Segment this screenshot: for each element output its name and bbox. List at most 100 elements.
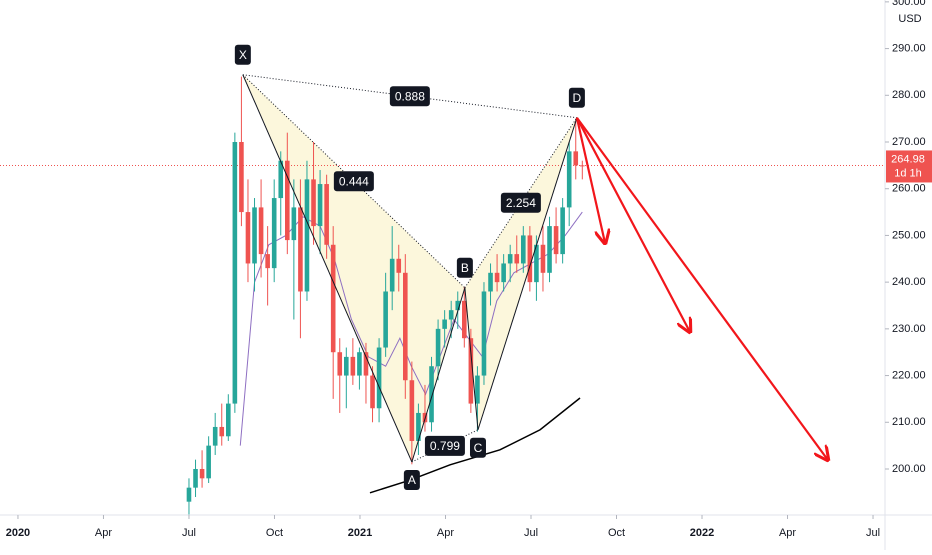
candle-body	[258, 207, 264, 255]
candle-body	[553, 226, 559, 255]
x-tick-label: Apr	[779, 527, 796, 539]
candle-body	[199, 468, 205, 479]
candle-body	[265, 254, 270, 269]
candle-body	[396, 258, 402, 273]
point-label-box	[456, 257, 473, 278]
forecast-arrow	[575, 117, 605, 244]
candle-body	[455, 300, 461, 311]
candle-body	[580, 165, 585, 167]
candle-body	[298, 207, 303, 292]
x-tick-label: Apr	[95, 527, 112, 539]
candle-body	[363, 352, 369, 376]
pattern-leg	[242, 74, 413, 463]
y-tick-label: 270.00	[892, 136, 926, 148]
pattern-leg	[477, 117, 578, 430]
candle-body	[324, 184, 329, 245]
candle-body	[501, 263, 506, 283]
pattern-fill	[464, 117, 577, 430]
candle-body	[212, 426, 218, 446]
candle-body	[560, 207, 565, 255]
ratio-label: 2.254	[506, 196, 536, 210]
ratio-label: 0.799	[430, 439, 460, 453]
candle-body	[232, 142, 238, 404]
point-label: B	[461, 261, 469, 275]
candle-body	[494, 272, 500, 283]
y-tick-label: 200.00	[892, 463, 926, 475]
ratio-label-box	[389, 86, 430, 107]
y-tick-label: 230.00	[892, 323, 926, 335]
pattern-leg	[411, 287, 466, 463]
candle-body	[252, 207, 257, 264]
y-tick-label: 260.00	[892, 183, 926, 195]
candle-body	[442, 319, 447, 329]
candle-body	[448, 310, 454, 320]
y-tick-label: 220.00	[892, 369, 926, 381]
countdown-label: 1d 1h	[894, 167, 922, 179]
ratio-label-box	[500, 192, 541, 213]
pattern-fill	[242, 74, 465, 462]
candle-body	[514, 254, 520, 264]
last-price-box	[886, 150, 932, 183]
candle-body	[416, 412, 421, 441]
candle-body	[206, 445, 211, 479]
forecast-arrow	[575, 117, 690, 332]
point-label: C	[474, 441, 483, 455]
x-tick-label: 2021	[348, 527, 372, 539]
y-tick-label: 250.00	[892, 229, 926, 241]
last-price-label: 264.98	[891, 153, 925, 165]
candle-body	[226, 403, 231, 437]
point-label: A	[408, 473, 416, 487]
point-label-box	[469, 437, 486, 458]
candle-body	[304, 179, 310, 292]
ratio-label-box	[424, 435, 465, 456]
candle-body	[370, 375, 375, 409]
candle-body	[507, 254, 513, 264]
candle-body	[389, 258, 395, 292]
x-tick-label: Jul	[866, 527, 880, 539]
candle-body	[534, 244, 539, 283]
point-label: D	[573, 91, 582, 105]
x-tick-label: Jul	[182, 527, 196, 539]
x-tick-label: Jul	[524, 527, 538, 539]
candle-body	[186, 487, 192, 502]
pattern-leg	[464, 287, 479, 430]
x-tick-label: Apr	[437, 527, 454, 539]
candle-body	[344, 356, 349, 376]
candle-body	[429, 366, 434, 423]
candle-body	[547, 226, 552, 273]
candle-body	[245, 212, 251, 264]
ratio-label-box	[333, 171, 374, 192]
candle-body	[317, 184, 323, 227]
plot-area: 0.444 0.799 2.254 0.888 X A B C D	[0, 44, 885, 516]
point-label-box	[234, 44, 251, 65]
point-label: X	[239, 48, 247, 62]
candle-body	[357, 352, 362, 376]
candle-body	[540, 244, 546, 273]
candle-body	[527, 235, 533, 283]
candle-body	[383, 291, 388, 348]
candle-body	[337, 352, 343, 376]
candle-body	[193, 468, 198, 488]
forecast-arrow	[576, 117, 828, 460]
ratio-label: 0.444	[339, 174, 369, 188]
candle-body	[403, 272, 408, 381]
candle-body	[311, 179, 316, 227]
y-tick-label: 240.00	[892, 276, 926, 288]
candle-body	[330, 244, 336, 353]
y-tick-label: 300.00	[892, 0, 926, 8]
x-tick-label: 2022	[690, 527, 714, 539]
candle-body	[521, 235, 526, 264]
candle-body	[285, 160, 290, 241]
candle-body	[350, 356, 356, 376]
x-tick-label: Oct	[266, 527, 283, 539]
candle-body	[566, 151, 572, 208]
candle-body	[376, 347, 382, 409]
ratio-label: 0.888	[395, 89, 425, 103]
candle-body	[435, 328, 441, 367]
candle-body	[278, 160, 284, 199]
x-tick-label: Oct	[608, 527, 625, 539]
currency-label: USD	[898, 13, 921, 25]
candle-body	[475, 375, 480, 404]
